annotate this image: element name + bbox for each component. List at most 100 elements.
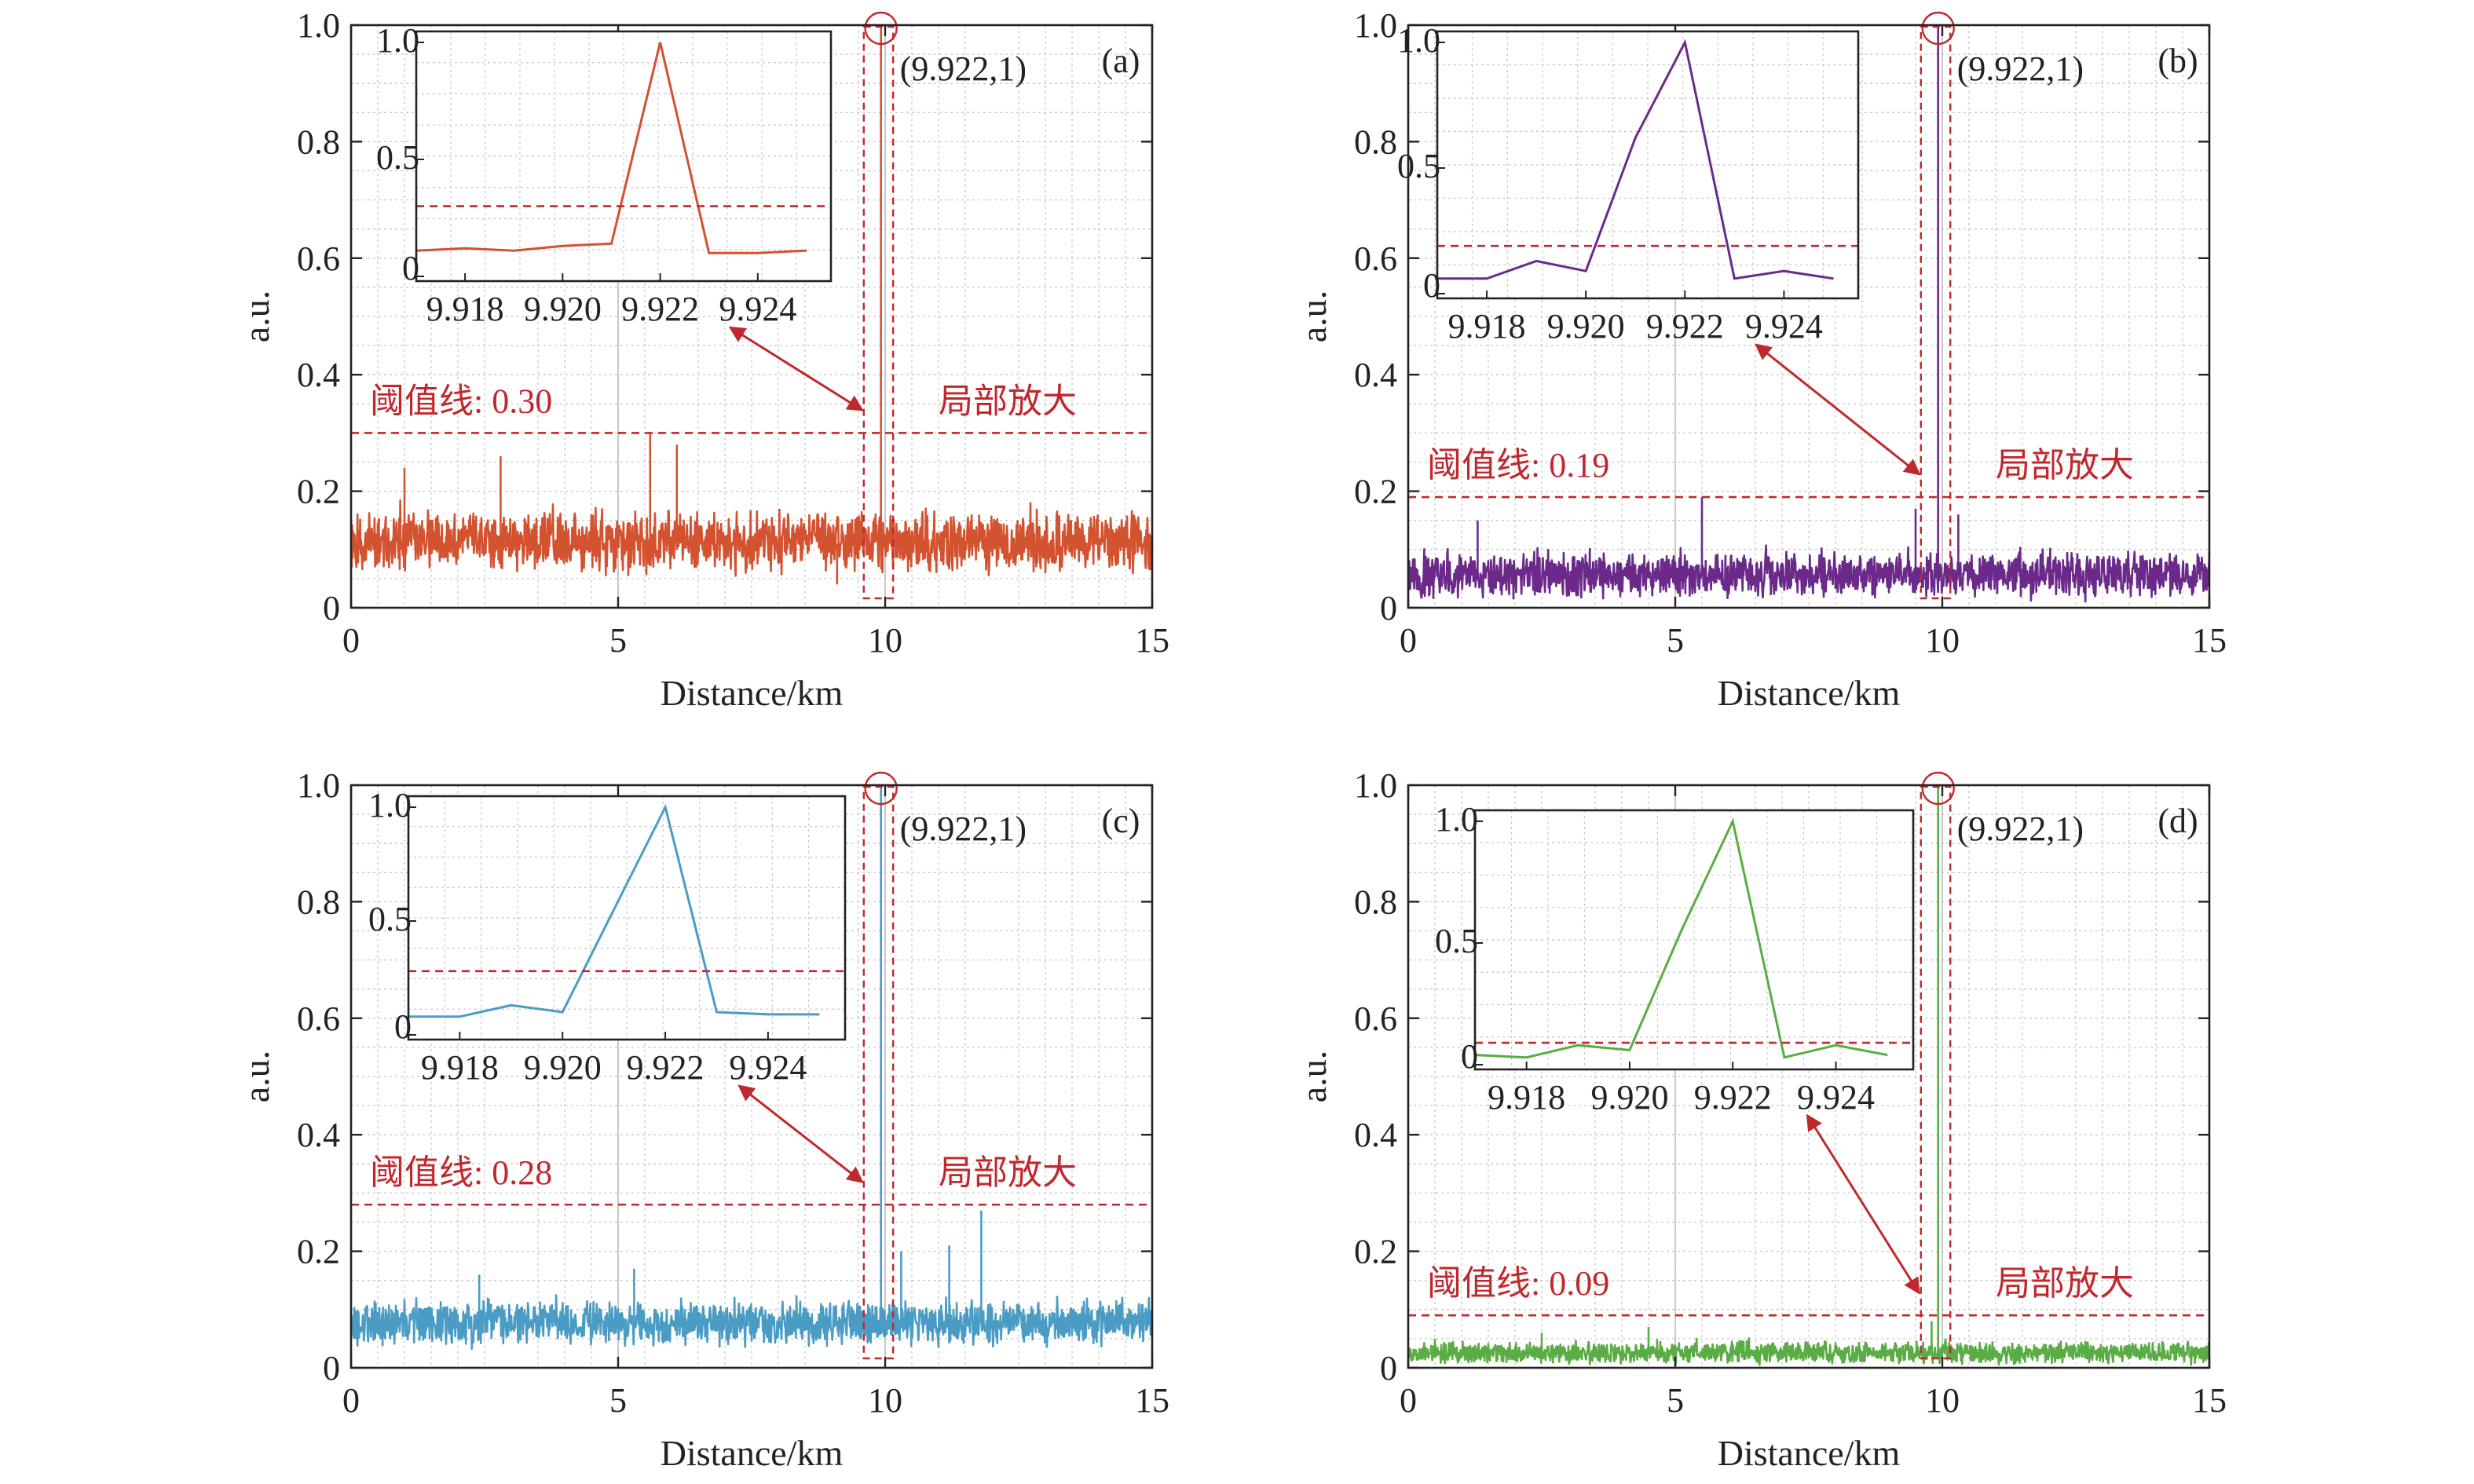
threshold-label: 阈值线: 0.28: [370, 1153, 552, 1192]
inset-y-tick-label: 0: [402, 249, 419, 287]
y-tick-label: 0.6: [297, 1000, 340, 1038]
inset-x-tick-label: 9.922: [1694, 1078, 1772, 1117]
y-tick-label: 0.2: [1354, 1233, 1397, 1271]
x-tick-label: 5: [1667, 1381, 1684, 1420]
zoom-label: 局部放大: [1996, 446, 2134, 484]
y-axis-label: a.u.: [236, 291, 276, 342]
x-tick-label: 0: [342, 1381, 360, 1420]
y-tick-label: 0.4: [297, 1116, 340, 1154]
axes-frame: [1407, 784, 2211, 1369]
x-axis-label: Distance/km: [1718, 1433, 1901, 1473]
panel-label: (b): [2157, 42, 2198, 80]
panel-c: 0 5 10 15 0 0.2 0.4 0.6 0.8 1.0 Distance/km a.u. (c)…: [236, 766, 1169, 1473]
inset-x-tick-label: 9.918: [421, 1048, 499, 1087]
zoom-arrow: [1755, 343, 1921, 476]
inset-x-tick-label: 9.920: [524, 290, 602, 328]
y-tick-label: 0: [323, 1349, 340, 1387]
inset-x-tick-label: 9.918: [1448, 307, 1526, 345]
x-tick-label: 15: [2192, 1381, 2227, 1420]
inset-y-tick-label: 1.0: [376, 21, 419, 60]
y-tick-label: 1.0: [297, 766, 340, 805]
panel-a: 0 5 10 15 0 0.2 0.4 0.6 0.8 1.0 Distance/km a.u. (a)…: [236, 6, 1169, 713]
x-tick-label: 15: [1135, 621, 1169, 660]
inset-y-tick-label: 0.5: [368, 900, 412, 938]
x-tick-label: 10: [868, 621, 902, 660]
y-tick-label: 0.8: [297, 883, 340, 921]
y-tick-label: 0: [1380, 589, 1397, 627]
zoom-label: 局部放大: [939, 382, 1077, 420]
peak-circle: [864, 771, 898, 806]
peak-coordinate-label: (9.922,1): [900, 49, 1027, 88]
zoom-box: [1920, 25, 1952, 600]
inset-series-line: [415, 42, 807, 254]
panel-label: (c): [1102, 802, 1140, 840]
inset: 9.918 9.920 9.922 9.924 0 0.5 1.0: [1397, 21, 1860, 345]
x-tick-label: 15: [2192, 621, 2227, 660]
y-tick-label: 0.8: [1354, 883, 1397, 921]
peak-coordinate-label: (9.922,1): [1957, 810, 2084, 848]
x-tick-label: 5: [609, 1381, 627, 1420]
x-tick-label: 10: [1925, 1381, 1960, 1420]
y-axis-label: a.u.: [236, 1051, 276, 1102]
y-tick-label: 0.4: [1354, 356, 1397, 394]
zoom-label: 局部放大: [1996, 1264, 2134, 1303]
y-tick-label: 0.6: [1354, 1000, 1397, 1038]
inset-y-tick-label: 0.5: [1435, 922, 1478, 960]
inset-series-line: [1474, 817, 1888, 1059]
inset-x-tick-label: 9.918: [1488, 1078, 1565, 1117]
x-tick-label: 10: [1925, 621, 1960, 660]
y-tick-label: 0.2: [297, 473, 340, 511]
series-line: [350, 499, 1154, 577]
inset-x-tick-label: 9.924: [729, 1048, 807, 1087]
y-tick-label: 0.2: [1354, 473, 1397, 511]
panel-label: (a): [1102, 42, 1140, 80]
y-tick-label: 1.0: [1354, 766, 1397, 805]
inset-frame: [1473, 809, 1915, 1071]
inset-series-line: [1437, 38, 1834, 280]
x-tick-label: 0: [342, 621, 360, 660]
inset-background: [416, 31, 831, 281]
peak-circle: [1921, 771, 1955, 806]
y-tick-label: 1.0: [1354, 6, 1397, 45]
threshold-label: 阈值线: 0.09: [1427, 1264, 1609, 1303]
inset-x-tick-label: 9.924: [719, 290, 796, 328]
y-axis-label: a.u.: [1294, 291, 1334, 342]
inset: 9.918 9.920 9.922 9.924 0 0.5 1.0: [376, 21, 833, 328]
inset-x-tick-label: 9.920: [1590, 1078, 1668, 1117]
y-tick-label: 0.8: [1354, 122, 1397, 161]
zoom-box: [1920, 785, 1952, 1360]
inset-y-tick-label: 0: [1423, 266, 1440, 305]
peak-coordinate-label: (9.922,1): [1957, 49, 2084, 88]
x-tick-label: 10: [868, 1381, 902, 1420]
inset-x-tick-label: 9.924: [1745, 307, 1823, 345]
inset-frame: [407, 795, 847, 1041]
y-tick-label: 0.8: [297, 122, 340, 161]
inset: 9.918 9.920 9.922 9.924 0 0.5 1.0: [1435, 800, 1915, 1117]
peak-circle: [1921, 11, 1955, 46]
x-axis-label: Distance/km: [661, 673, 844, 713]
axes-frame: [350, 784, 1154, 1369]
zoom-arrow: [728, 326, 864, 411]
x-axis-label: Distance/km: [661, 1433, 844, 1473]
y-tick-label: 1.0: [297, 6, 340, 45]
x-axis-label: Distance/km: [1718, 673, 1901, 713]
series-line: [350, 1294, 1154, 1351]
inset-frame: [1436, 30, 1860, 300]
inset-y-tick-label: 1.0: [1397, 21, 1440, 60]
inset-y-tick-label: 0.5: [376, 138, 419, 177]
inset-x-tick-label: 9.920: [524, 1048, 602, 1087]
y-tick-label: 0.6: [1354, 239, 1397, 278]
axes-frame: [1407, 24, 2211, 609]
inset-y-tick-label: 0: [394, 1007, 412, 1046]
x-tick-label: 15: [1135, 1381, 1169, 1420]
zoom-box: [862, 25, 895, 600]
x-tick-label: 0: [1400, 1381, 1417, 1420]
x-tick-label: 5: [1667, 621, 1684, 660]
threshold-label: 阈值线: 0.19: [1427, 446, 1609, 484]
zoom-arrow: [737, 1084, 864, 1183]
x-tick-label: 5: [609, 621, 627, 660]
zoom-box: [862, 785, 895, 1360]
inset-x-tick-label: 9.920: [1547, 307, 1625, 345]
inset-x-tick-label: 9.922: [627, 1048, 705, 1087]
